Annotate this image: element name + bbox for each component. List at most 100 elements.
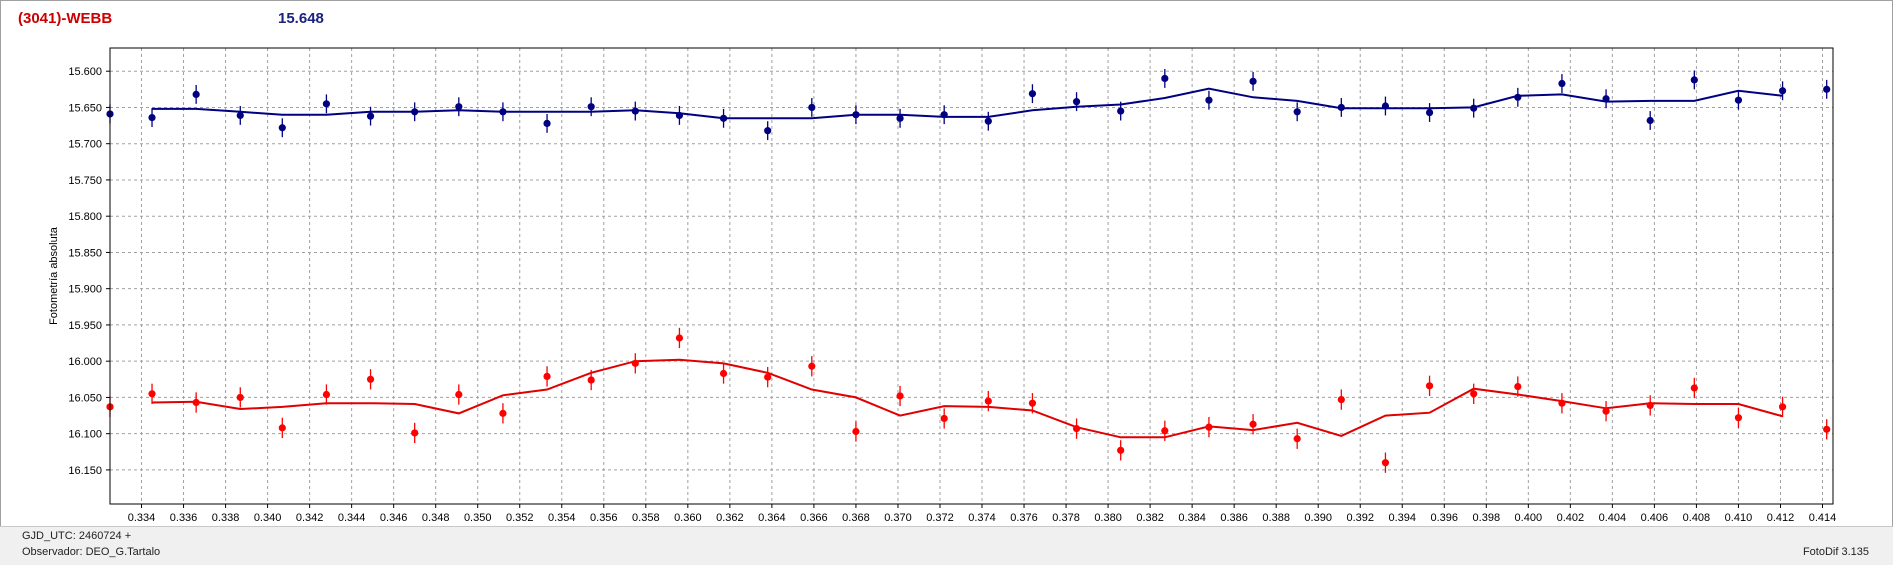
x-tick-label: 0.350: [464, 512, 492, 524]
data-point: [1072, 425, 1081, 433]
x-tick-label: 0.368: [842, 512, 870, 524]
data-point: [896, 114, 904, 122]
x-tick-label: 0.382: [1136, 512, 1164, 524]
data-point: [675, 111, 684, 120]
y-tick-label: 15.850: [68, 247, 102, 259]
data-point: [1646, 116, 1654, 125]
x-tick-label: 0.410: [1725, 512, 1753, 524]
x-tick-label: 0.412: [1767, 512, 1795, 524]
y-tick-label: 16.000: [68, 356, 102, 368]
data-series: [106, 69, 1831, 473]
data-point: [1381, 102, 1390, 110]
y-tick-label: 16.050: [68, 392, 102, 404]
data-point: [1425, 382, 1434, 390]
x-tick-label: 0.360: [674, 512, 702, 524]
data-point: [148, 113, 156, 122]
observer-label: Observador: DEO_G.Tartalo: [22, 546, 161, 558]
chart-plot: 15.600 15.650 15.700 15.750 15.800 15.850 15.9…: [48, 47, 1836, 524]
x-tick-label: 0.374: [968, 512, 996, 524]
data-point: [543, 119, 551, 127]
x-tick-label: 0.358: [632, 512, 660, 524]
y-tick-label: 15.800: [68, 211, 102, 223]
x-tick-label: 0.376: [1010, 512, 1038, 524]
data-point: [808, 362, 816, 370]
x-tick-label: 0.370: [884, 512, 912, 524]
data-point: [1117, 107, 1125, 115]
x-tick-label: 0.336: [170, 512, 198, 524]
data-point: [1381, 459, 1390, 467]
x-tick-label: 0.394: [1388, 512, 1416, 524]
data-point: [1558, 399, 1566, 407]
x-tick-label: 0.346: [380, 512, 408, 524]
x-axis-ticks: 0.334 0.336 0.338 0.340 0.342 0.344 0.346 0.348…: [128, 504, 1836, 524]
data-point: [1514, 93, 1522, 101]
grid-lines: [110, 48, 1833, 504]
data-point: [322, 390, 331, 399]
x-tick-label: 0.348: [422, 512, 450, 524]
y-tick-label: 15.700: [68, 139, 102, 151]
y-tick-label: 16.150: [68, 465, 102, 477]
data-point: [1602, 95, 1610, 103]
x-tick-label: 0.398: [1473, 512, 1501, 524]
data-point: [1249, 420, 1257, 428]
data-point: [1205, 423, 1213, 431]
data-point: [1514, 382, 1522, 391]
x-tick-label: 0.408: [1683, 512, 1711, 524]
data-point: [852, 427, 860, 436]
x-tick-label: 0.354: [548, 512, 576, 524]
data-point: [631, 107, 639, 115]
data-point: [278, 124, 286, 132]
data-point: [366, 112, 375, 120]
x-tick-label: 0.334: [128, 512, 156, 524]
data-point: [1690, 76, 1698, 84]
x-tick-label: 0.392: [1346, 512, 1374, 524]
data-point: [366, 375, 375, 383]
data-point: [1470, 390, 1478, 398]
data-point: [1293, 108, 1301, 116]
x-tick-label: 0.386: [1220, 512, 1248, 524]
data-point: [984, 117, 992, 125]
y-tick-label: 15.950: [68, 320, 102, 332]
data-point: [1778, 403, 1787, 411]
data-point: [1470, 104, 1478, 112]
trend-line: [151, 358, 1783, 439]
data-point: [1337, 103, 1345, 112]
data-point: [499, 108, 507, 116]
y-axis-label: Fotometría absoluta: [48, 226, 60, 325]
y-tick-label: 15.750: [68, 175, 102, 187]
data-point: [148, 390, 156, 398]
x-tick-label: 0.400: [1515, 512, 1543, 524]
data-point: [1072, 98, 1081, 106]
data-point: [587, 376, 595, 384]
status-footer: GJD_UTC: 2460724 + Observador: DEO_G.Tar…: [0, 526, 1893, 565]
data-point: [1293, 435, 1301, 443]
data-point: [543, 372, 551, 381]
data-point: [587, 103, 595, 111]
data-point: [1117, 446, 1125, 454]
y-axis-ticks: 15.600 15.650 15.700 15.750 15.800 15.850 15.9…: [68, 66, 110, 477]
data-point: [411, 108, 419, 116]
data-point: [1823, 425, 1831, 433]
data-point: [455, 103, 463, 111]
x-tick-label: 0.340: [254, 512, 282, 524]
plot-border: [109, 47, 1834, 505]
data-point: [1690, 384, 1698, 392]
y-tick-label: 15.600: [68, 66, 102, 78]
x-tick-label: 0.378: [1052, 512, 1080, 524]
data-point: [719, 114, 728, 122]
data-point: [808, 103, 816, 112]
data-point: [278, 424, 286, 432]
object-label: (3041)-WEBB: [18, 10, 113, 27]
x-tick-label: 0.380: [1094, 512, 1122, 524]
x-tick-label: 0.404: [1599, 512, 1627, 524]
data-point: [764, 127, 772, 135]
data-point: [192, 398, 200, 407]
data-point: [1028, 90, 1037, 98]
x-tick-label: 0.338: [212, 512, 240, 524]
x-tick-label: 0.364: [758, 512, 786, 524]
data-point: [1558, 79, 1566, 88]
data-point: [1602, 407, 1610, 415]
data-point: [1646, 401, 1654, 410]
plot-background: [110, 48, 1833, 504]
trend-line: [152, 87, 1783, 120]
